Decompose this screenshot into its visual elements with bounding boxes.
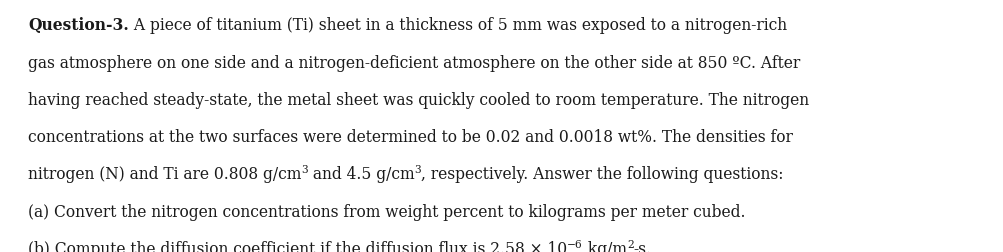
- Text: nitrogen (N) and Ti are 0.808 g/cm: nitrogen (N) and Ti are 0.808 g/cm: [28, 166, 301, 183]
- Text: 3: 3: [414, 165, 421, 175]
- Text: -s.: -s.: [633, 241, 651, 252]
- Text: kg/m: kg/m: [583, 241, 626, 252]
- Text: −6: −6: [567, 240, 583, 250]
- Text: concentrations at the two surfaces were determined to be 0.02 and 0.0018 wt%. Th: concentrations at the two surfaces were …: [28, 129, 792, 146]
- Text: (a) Convert the nitrogen concentrations from weight percent to kilograms per met: (a) Convert the nitrogen concentrations …: [28, 204, 745, 221]
- Text: (b) Compute the diffusion coefficient if the diffusion flux is 2.58 × 10: (b) Compute the diffusion coefficient if…: [28, 241, 567, 252]
- Text: , respectively. Answer the following questions:: , respectively. Answer the following que…: [421, 166, 783, 183]
- Text: 3: 3: [301, 165, 308, 175]
- Text: and 4.5 g/cm: and 4.5 g/cm: [308, 166, 414, 183]
- Text: A piece of titanium (Ti) sheet in a thickness of 5 mm was exposed to a nitrogen-: A piece of titanium (Ti) sheet in a thic…: [128, 17, 786, 34]
- Text: having reached steady-state, the metal sheet was quickly cooled to room temperat: having reached steady-state, the metal s…: [28, 92, 808, 109]
- Text: gas atmosphere on one side and a nitrogen-deficient atmosphere on the other side: gas atmosphere on one side and a nitroge…: [28, 54, 799, 72]
- Text: 2: 2: [626, 240, 633, 250]
- Text: Question-3.: Question-3.: [28, 17, 128, 34]
